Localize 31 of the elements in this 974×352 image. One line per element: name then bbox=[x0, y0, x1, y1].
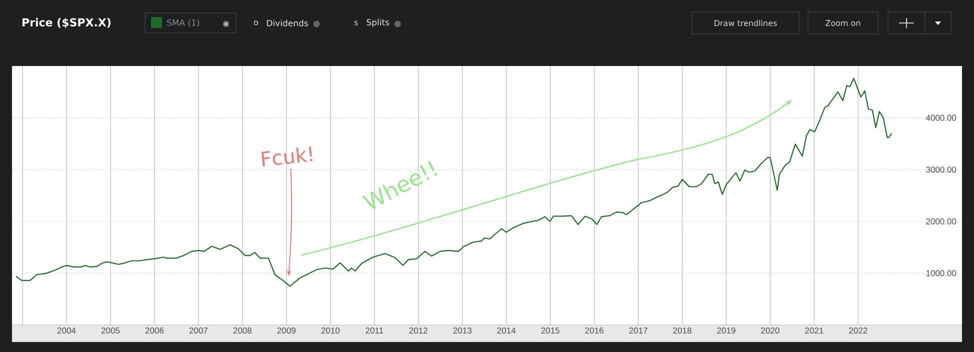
x-tick-label: 2022 bbox=[849, 328, 868, 334]
text: Draw trendlines bbox=[714, 20, 777, 26]
x-tick-label: 2004 bbox=[58, 328, 76, 334]
x-tick-label: 2014 bbox=[497, 328, 516, 334]
x-tick-label: 2009 bbox=[277, 328, 296, 334]
x-tick-label: 2011 bbox=[366, 328, 384, 334]
y-tick-label: 1000.00 bbox=[926, 270, 956, 276]
x-tick-label: 2017 bbox=[629, 328, 648, 334]
x-tick-label: 2021 bbox=[805, 328, 824, 334]
text: Zoom on bbox=[826, 20, 860, 26]
text: Splits bbox=[366, 18, 390, 28]
x-tick-label: 2015 bbox=[541, 328, 560, 334]
y-tick-label: 2000.00 bbox=[926, 218, 956, 224]
y-tick-label: 4000.00 bbox=[926, 114, 956, 121]
x-tick-label: 2005 bbox=[102, 328, 120, 334]
text: Dividends bbox=[267, 20, 308, 26]
x-tick-label: 2007 bbox=[189, 328, 208, 334]
x-tick-label: 2012 bbox=[409, 328, 428, 334]
x-tick-label: 2013 bbox=[453, 328, 472, 334]
x-tick-label: 2008 bbox=[233, 328, 252, 334]
chart-title: Price ($SPX.X) bbox=[22, 18, 110, 28]
annotation: Fcuk! bbox=[261, 146, 312, 166]
x-tick-label: 2006 bbox=[145, 328, 164, 334]
legend-label: SMA (1) bbox=[167, 19, 200, 27]
y-tick-label: 3000.00 bbox=[926, 166, 956, 173]
x-tick-label: 2010 bbox=[321, 328, 340, 334]
x-tick-label: 2016 bbox=[585, 328, 604, 334]
x-tick-label: 2019 bbox=[717, 328, 736, 334]
line-series bbox=[15, 78, 892, 287]
x-tick-label: 2018 bbox=[673, 328, 692, 334]
x-tick-label: 2020 bbox=[761, 328, 780, 334]
